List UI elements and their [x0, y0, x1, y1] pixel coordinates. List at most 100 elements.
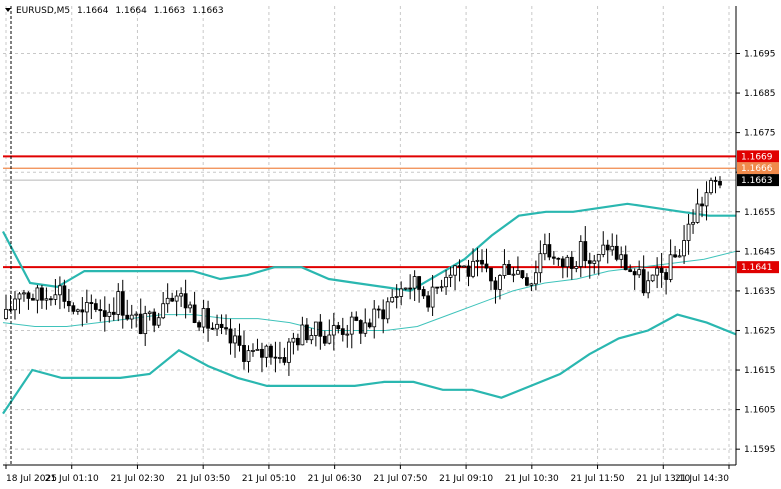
candle-body — [444, 276, 448, 288]
candle-body — [628, 269, 633, 272]
candle-body — [98, 309, 103, 312]
candle-body — [569, 256, 574, 269]
candle-body — [134, 313, 139, 316]
candle-body — [192, 304, 197, 323]
candle-body — [457, 265, 462, 268]
high-value: 1.1664 — [115, 6, 147, 16]
candle-body — [704, 192, 709, 207]
candle-body — [210, 327, 215, 330]
candle-body — [700, 203, 704, 207]
y-tick-label: 1.1695 — [744, 49, 776, 59]
candle-body — [610, 245, 615, 251]
horizontal-levels[interactable] — [3, 155, 736, 269]
candle-body — [583, 241, 588, 262]
bb-lower-line — [2, 313, 737, 415]
candle-body — [84, 302, 89, 313]
price-labels: 1.1669 1.1666 1.1641 1.1663 — [737, 150, 779, 274]
candle-body — [44, 298, 49, 301]
y-tick-label: 1.1615 — [744, 366, 776, 376]
x-tick-label: 21 Jul 11:50 — [571, 474, 625, 484]
candle-body — [13, 298, 17, 311]
candle-body — [529, 283, 534, 286]
y-tick-label: 1.1605 — [744, 406, 776, 416]
candle-body — [668, 254, 673, 280]
svg-text:EURUSD,M5 1.1664: EURUSD,M5 1.1664 1.1664 1.1663 1.1663 — [16, 6, 224, 16]
candle-body — [161, 303, 166, 319]
candle-body — [107, 311, 112, 317]
candle-body — [542, 244, 547, 255]
candle-body — [480, 259, 484, 265]
candle-body — [206, 308, 210, 329]
candle-body — [587, 260, 592, 264]
candle-body — [471, 260, 475, 277]
candle-body — [318, 321, 323, 337]
candle-body — [498, 275, 502, 290]
candle-body — [641, 269, 646, 294]
grid — [3, 6, 736, 465]
candle-body — [399, 288, 404, 297]
candle-body — [120, 291, 125, 316]
candle-body — [102, 310, 107, 317]
candle-body — [125, 314, 130, 320]
candle-body — [183, 293, 188, 309]
candle-body — [260, 348, 264, 358]
candle-body — [116, 291, 121, 315]
candle-body — [143, 313, 148, 335]
candle-body — [650, 274, 655, 282]
candle-body — [713, 180, 718, 182]
candle-body — [551, 256, 556, 259]
candle-body — [31, 298, 35, 301]
candle-body — [273, 356, 278, 359]
candle-body — [40, 287, 44, 301]
candle-body — [403, 287, 408, 290]
bb-middle-line — [2, 250, 737, 331]
level-price-label-bg — [737, 150, 779, 163]
candle-body — [614, 245, 619, 260]
candle-body — [686, 223, 691, 241]
candle-body — [152, 311, 157, 326]
open-value: 1.1664 — [77, 6, 109, 16]
candle-body — [188, 304, 193, 309]
x-tick-label: 21 Jul 06:30 — [308, 474, 362, 484]
candle-body — [264, 345, 269, 358]
x-tick-label: 21 Jul 05:10 — [242, 474, 296, 484]
x-tick-label: 21 Jul 14:30 — [675, 474, 729, 484]
candle-body — [8, 308, 13, 311]
candle-body — [354, 316, 359, 321]
axes — [3, 6, 737, 466]
y-tick-label: 1.1675 — [744, 129, 776, 139]
x-tick-label: 21 Jul 10:30 — [505, 474, 559, 484]
candle-body — [313, 321, 318, 336]
level-price-label: 1.1669 — [741, 152, 773, 162]
bb-upper-line — [2, 202, 736, 293]
candle-body — [516, 270, 520, 275]
candle-body — [673, 254, 677, 258]
candle-body — [659, 267, 664, 273]
candle-body — [453, 265, 457, 276]
candle-body — [682, 240, 686, 257]
candle-body — [219, 323, 224, 329]
caret-down-icon[interactable] — [5, 8, 11, 12]
candle-body — [560, 258, 565, 268]
candle-body — [138, 313, 143, 335]
candle-body — [80, 309, 85, 313]
candle-body — [601, 244, 606, 255]
candle-body — [345, 333, 350, 336]
candle-body — [538, 253, 543, 274]
candle-body — [233, 335, 237, 344]
candle-body — [246, 350, 251, 362]
candle-body — [372, 308, 377, 328]
candle-body — [237, 335, 242, 346]
candle-body — [22, 292, 26, 295]
level-price-label: 1.1666 — [741, 164, 773, 174]
candle-body — [475, 259, 480, 262]
candle-body — [304, 324, 309, 341]
y-tick-label: 1.1635 — [744, 287, 776, 297]
candle-body — [695, 203, 700, 223]
candle-body — [336, 325, 341, 330]
candle-body — [340, 328, 345, 335]
candle-body — [623, 254, 628, 271]
